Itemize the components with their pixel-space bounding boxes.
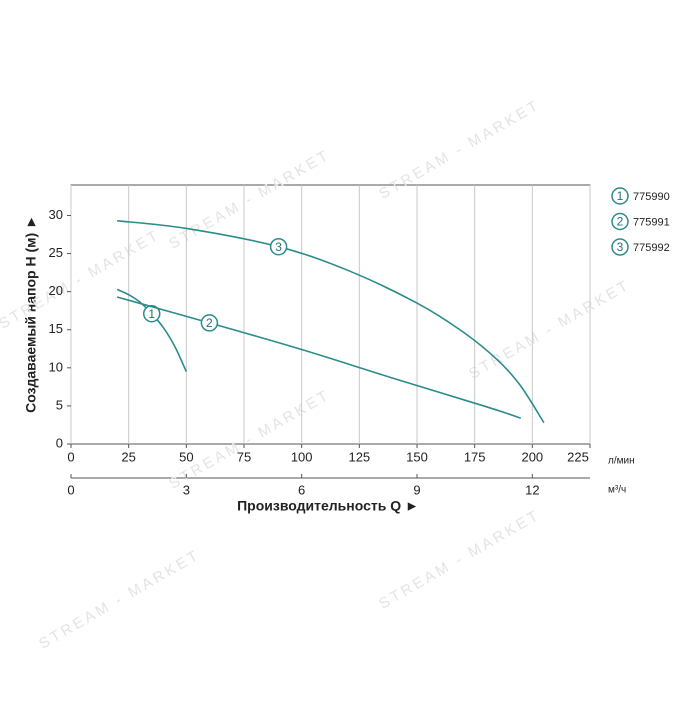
legend-marker [611,187,629,205]
legend-marker [611,212,629,231]
y-tick-label: 0 [56,435,63,450]
y-tick-label: 10 [49,359,63,374]
legend-number: 3 [617,240,624,254]
x2-tick-label: 6 [298,482,305,497]
legend-number: 2 [617,215,624,229]
y-tick-label: 5 [56,397,63,412]
y-tick-label: 30 [49,207,63,222]
legend-marker [611,238,629,256]
x-tick-label: 125 [348,449,370,464]
y-tick-label: 25 [49,245,63,260]
x-axis-title: Производительность Q ► [237,498,419,514]
curve [117,220,545,424]
curve-marker [142,304,161,323]
x-tick-label: 50 [179,449,193,464]
x-unit: л/мин [608,456,635,467]
x2-unit: м³/ч [608,485,626,496]
watermark: STREAM - MARKET [166,146,333,252]
curve [116,296,522,419]
x2-tick-label: 9 [413,482,420,497]
x2-tick-label: 0 [67,482,74,497]
curve-label: 3 [275,240,282,254]
watermark: STREAM - MARKET [466,276,633,382]
legend-label: 775991 [633,216,670,228]
x-tick-label: 75 [237,449,251,464]
y-tick-label: 20 [49,283,63,298]
x-tick-label: 0 [67,449,74,464]
curve-label: 2 [206,316,213,330]
x-tick-label: 200 [521,449,543,464]
watermark: STREAM - MARKET [166,386,333,492]
curve-marker [269,237,288,256]
x2-tick-label: 3 [183,482,190,497]
curve [116,288,188,372]
x-tick-label: 175 [464,449,486,464]
y-tick-label: 15 [49,321,63,336]
watermark: STREAM - MARKET [376,96,543,202]
legend-label: 775992 [633,242,670,254]
y-axis-title: Создаваемый напор H (м) ► [23,215,39,413]
watermark: STREAM - MARKET [376,506,543,612]
x-tick-label: 25 [121,449,135,464]
watermark: STREAM - MARKET [36,546,203,652]
legend-label: 775990 [633,191,670,203]
x-tick-label: 100 [291,449,313,464]
x-tick-label: 150 [406,449,428,464]
curve-marker [200,314,219,332]
x-tick-label: 225 [567,449,589,464]
x2-tick-label: 12 [525,482,539,497]
curve-label: 1 [148,307,155,321]
legend-number: 1 [617,189,624,203]
